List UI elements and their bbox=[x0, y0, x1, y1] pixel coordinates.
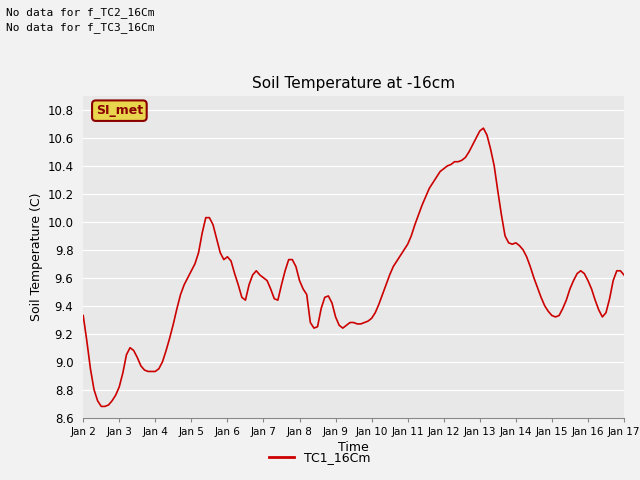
Y-axis label: Soil Temperature (C): Soil Temperature (C) bbox=[30, 192, 43, 321]
Text: No data for f_TC3_16Cm: No data for f_TC3_16Cm bbox=[6, 22, 155, 33]
Text: SI_met: SI_met bbox=[96, 104, 143, 117]
Legend: TC1_16Cm: TC1_16Cm bbox=[264, 446, 376, 469]
Text: No data for f_TC2_16Cm: No data for f_TC2_16Cm bbox=[6, 7, 155, 18]
Title: Soil Temperature at -16cm: Soil Temperature at -16cm bbox=[252, 76, 455, 91]
X-axis label: Time: Time bbox=[338, 441, 369, 454]
